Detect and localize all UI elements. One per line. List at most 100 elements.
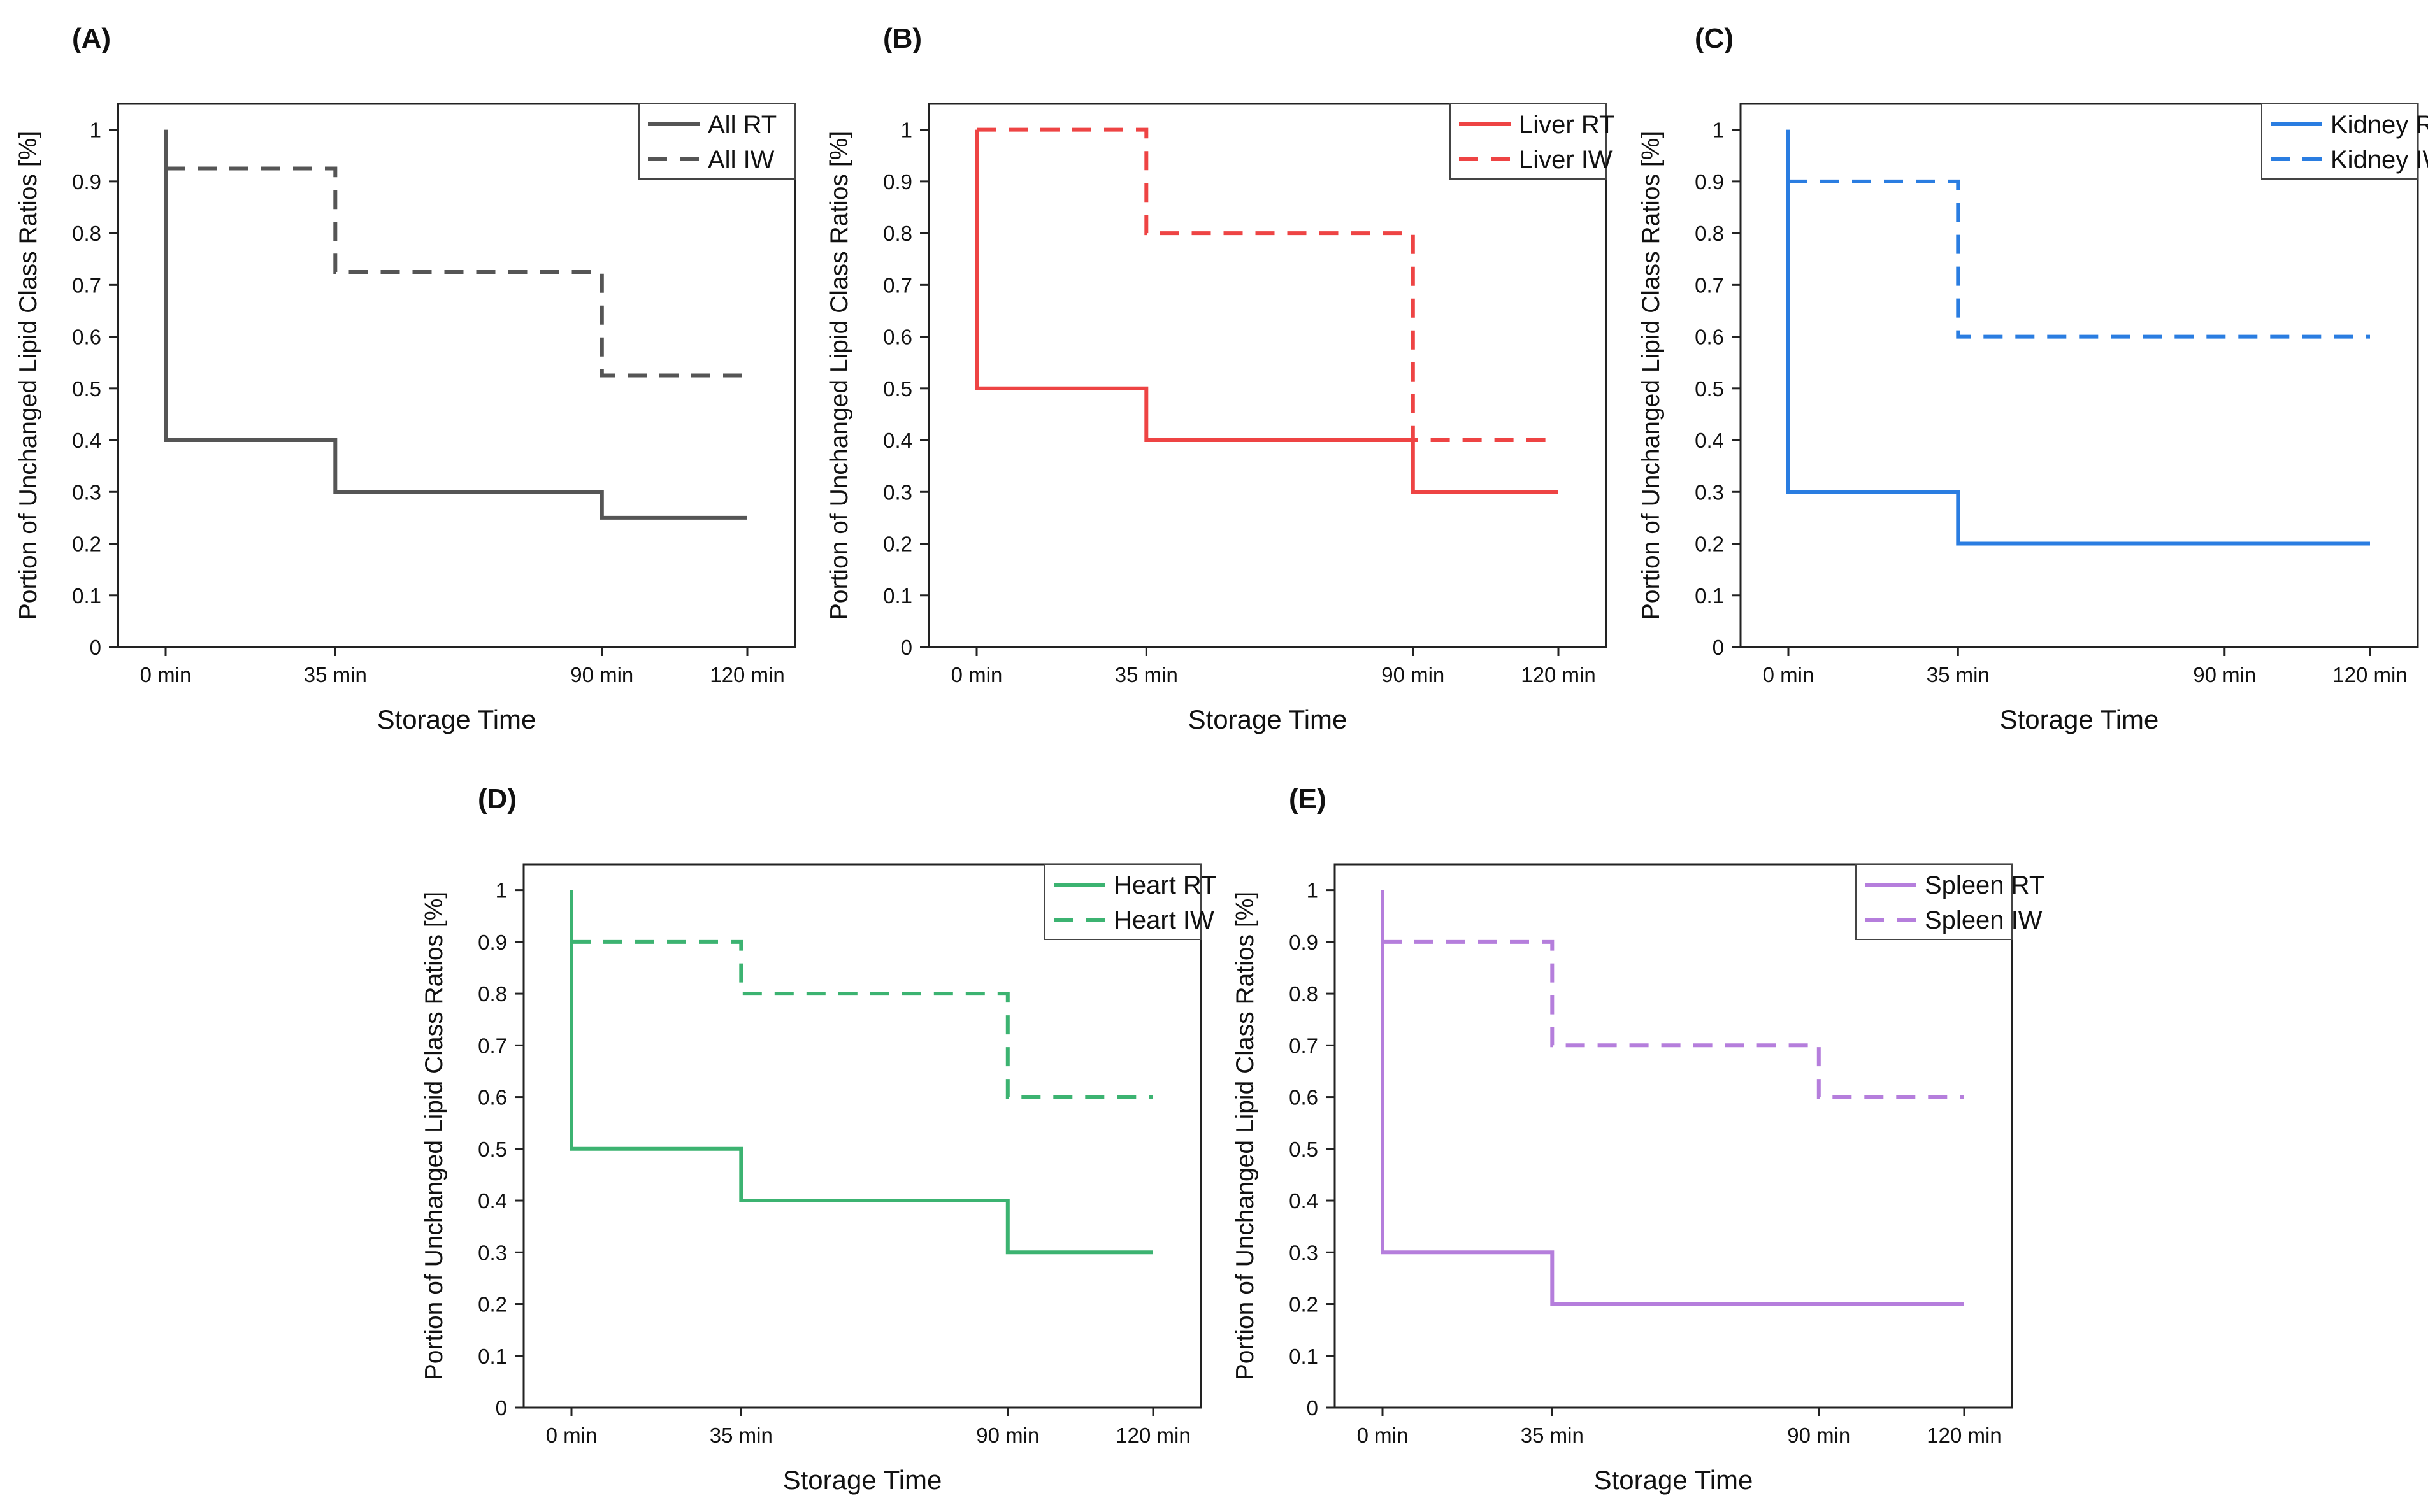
- legend-label: Spleen IW: [1925, 906, 2043, 934]
- y-tick-label: 0.2: [1695, 532, 1724, 556]
- legend-box: [638, 103, 796, 180]
- y-tick-label: 0.3: [883, 480, 912, 504]
- plot-frame: [1739, 103, 2419, 648]
- y-tick-label: 0.6: [478, 1086, 507, 1109]
- y-tick-label: 0.6: [1289, 1086, 1318, 1109]
- y-tick-label: 1: [901, 118, 912, 142]
- y-tick-label: 0.7: [72, 273, 101, 297]
- y-tick-label: 0.4: [1695, 429, 1724, 452]
- x-tick-label: 35 min: [710, 1423, 773, 1447]
- y-tick-label: 0.9: [1289, 931, 1318, 954]
- legend-label: All RT: [708, 111, 777, 139]
- series-line-spleen-iw: [1383, 939, 1964, 1099]
- y-tick-label: 0.3: [1695, 480, 1724, 504]
- panel-label: (E): [1289, 783, 1326, 815]
- y-tick-label: 0: [90, 636, 101, 659]
- y-tick-label: 0.1: [883, 584, 912, 608]
- panel-label: (A): [72, 23, 111, 54]
- legend-label: Heart RT: [1114, 871, 1217, 899]
- legend-label: Liver RT: [1519, 111, 1614, 139]
- x-tick-label: 35 min: [1927, 663, 1990, 687]
- x-tick-label: 90 min: [1787, 1423, 1850, 1447]
- panel-label: (D): [478, 783, 517, 815]
- series-line-all-iw: [166, 166, 747, 378]
- series-line-heart-rt: [570, 890, 1153, 1255]
- y-tick-label: 0.5: [72, 377, 101, 401]
- legend: Heart RT Heart IW: [1044, 864, 1217, 940]
- y-axis-title: Portion of Unchanged Lipid Class Ratios …: [420, 892, 448, 1380]
- chart-panel-a: (A) 0 0.1 0.2 0.3 0.4 0.5 0.6 0.7 0.8 0.9 1 0 min 35 …: [15, 23, 796, 734]
- x-tick-label: 0 min: [1357, 1423, 1409, 1447]
- x-tick-label: 90 min: [570, 663, 633, 687]
- series-line-kidney-rt: [1786, 129, 2370, 546]
- legend-box: [1044, 864, 1202, 940]
- y-tick-label: 0.2: [478, 1293, 507, 1316]
- x-tick-label: 120 min: [2332, 663, 2407, 687]
- y-tick-label: 0: [1713, 636, 1724, 659]
- y-tick-label: 0.4: [883, 429, 912, 452]
- y-tick-label: 0.8: [883, 222, 912, 245]
- x-tick-label: 0 min: [1763, 663, 1814, 687]
- y-axis-title: Portion of Unchanged Lipid Class Ratios …: [826, 131, 853, 620]
- series-line-all-rt: [164, 129, 747, 520]
- legend: Liver RT Liver IW: [1449, 103, 1614, 180]
- y-tick-label: 0.5: [1289, 1138, 1318, 1161]
- y-tick-label: 0.3: [1289, 1241, 1318, 1264]
- y-tick-label: 0.6: [883, 325, 912, 349]
- y-tick-label: 0.6: [1695, 325, 1724, 349]
- plot-frame: [1333, 863, 2013, 1409]
- x-tick-label: 90 min: [976, 1423, 1039, 1447]
- y-axis-title: Portion of Unchanged Lipid Class Ratios …: [1637, 131, 1665, 620]
- y-tick-label: 0.1: [72, 584, 101, 608]
- series-line-liver-iw: [977, 127, 1558, 442]
- legend-label: Kidney IW: [2331, 146, 2428, 174]
- panel-label: (C): [1695, 23, 1734, 54]
- y-tick-label: 1: [1713, 118, 1724, 142]
- y-tick-label: 1: [496, 879, 507, 902]
- legend-label: All IW: [708, 146, 775, 174]
- legend-label: Kidney RT: [2331, 111, 2428, 139]
- y-tick-label: 0.6: [72, 325, 101, 349]
- legend: All RT All IW: [638, 103, 796, 180]
- y-tick-label: 0.7: [1289, 1034, 1318, 1057]
- x-tick-label: 0 min: [546, 1423, 598, 1447]
- y-tick-label: 0: [901, 636, 912, 659]
- y-tick-label: 0.2: [883, 532, 912, 556]
- y-tick-label: 0.9: [883, 170, 912, 194]
- x-axis-title: Storage Time: [2000, 704, 2159, 734]
- chart-panel-b: (B) 0 0.1 0.2 0.3 0.4 0.5 0.6 0.7 0.8 0.9 1 0 min 35 …: [826, 23, 1614, 734]
- y-tick-label: 1: [1307, 879, 1318, 902]
- legend-box: [2261, 103, 2418, 180]
- panel-label: (B): [883, 23, 922, 54]
- y-tick-label: 0.2: [1289, 1293, 1318, 1316]
- legend-label: Spleen RT: [1925, 871, 2044, 899]
- x-tick-label: 35 min: [1115, 663, 1178, 687]
- y-tick-label: 0.5: [478, 1138, 507, 1161]
- x-tick-label: 35 min: [304, 663, 367, 687]
- y-tick-label: 1: [90, 118, 101, 142]
- series-line-liver-rt: [975, 129, 1558, 494]
- y-tick-label: 0.8: [478, 982, 507, 1006]
- x-tick-label: 90 min: [1381, 663, 1444, 687]
- y-tick-label: 0.7: [883, 273, 912, 297]
- x-tick-label: 120 min: [1116, 1423, 1190, 1447]
- plot-frame: [928, 103, 1607, 648]
- y-tick-label: 0: [1307, 1396, 1318, 1420]
- legend-label: Heart IW: [1114, 906, 1214, 934]
- y-tick-label: 0.8: [1695, 222, 1724, 245]
- x-tick-label: 35 min: [1521, 1423, 1584, 1447]
- x-axis-title: Storage Time: [377, 704, 536, 734]
- plot-frame: [522, 863, 1202, 1409]
- legend: Spleen RT Spleen IW: [1855, 864, 2044, 940]
- legend-box: [1449, 103, 1607, 180]
- y-tick-label: 0.9: [478, 931, 507, 954]
- y-tick-label: 0.5: [883, 377, 912, 401]
- series-line-spleen-rt: [1381, 890, 1964, 1306]
- y-tick-label: 0.7: [478, 1034, 507, 1057]
- legend-box: [1855, 864, 2013, 940]
- series-line-kidney-iw: [1788, 179, 2370, 339]
- y-tick-label: 0.9: [72, 170, 101, 194]
- x-tick-label: 120 min: [710, 663, 784, 687]
- chart-panel-c: (C) 0 0.1 0.2 0.3 0.4 0.5 0.6 0.7 0.8 0.9 1 0 min 35 …: [1637, 23, 2428, 734]
